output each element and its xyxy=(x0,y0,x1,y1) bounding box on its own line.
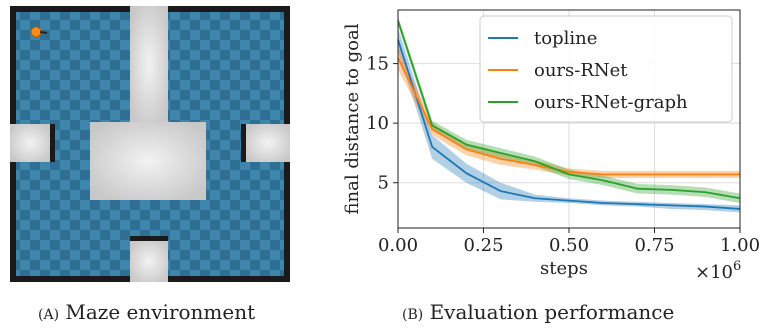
legend-label-ours-RNet: ours-RNet xyxy=(534,60,628,81)
legend-box xyxy=(479,15,733,123)
caption-maze: (A) Maze environment xyxy=(38,300,255,324)
y-tick-label-1: 10 xyxy=(366,113,389,134)
series-line-topline xyxy=(397,39,741,210)
maze-wall-right-edge xyxy=(241,124,246,162)
y-tick-label-2: 15 xyxy=(366,54,389,75)
maze-wall-right xyxy=(246,124,290,162)
y-axis-label: final distance to goal xyxy=(342,23,363,214)
series-line-ours-RNet-graph xyxy=(397,20,741,200)
caption-maze-text: Maze environment xyxy=(65,300,256,324)
x-axis-multiplier-exponent: 6 xyxy=(733,259,741,274)
x-axis-multiplier: ×106 xyxy=(695,259,741,283)
maze-wall-left-edge xyxy=(50,124,55,162)
caption-performance: (B) Evaluation performance xyxy=(402,300,674,324)
series-line-ours-RNet xyxy=(397,57,740,176)
agent-ball-icon xyxy=(30,26,42,38)
x-tick-label-2: 0.50 xyxy=(549,235,589,256)
x-tick-label-3: 0.75 xyxy=(634,235,674,256)
legend-label-topline: topline xyxy=(534,28,597,49)
maze-environment xyxy=(10,6,290,282)
x-tick-label-0: 0.00 xyxy=(378,235,418,256)
agent-direction-icon xyxy=(39,31,48,34)
maze-wall-bottom xyxy=(130,241,168,282)
performance-chart: 0.00 0.25 0.50 0.75 1.00 5 10 15 steps final dist… xyxy=(342,9,760,283)
x-tick-label-1: 0.25 xyxy=(463,235,503,256)
y-tick-label-0: 5 xyxy=(378,173,389,194)
maze-wall-top xyxy=(130,6,168,122)
legend-label-ours-RNet-graph: ours-RNet-graph xyxy=(534,92,688,113)
caption-performance-letter: (B) xyxy=(402,307,424,323)
x-axis-label: steps xyxy=(540,258,588,279)
caption-performance-text: Evaluation performance xyxy=(429,300,675,324)
x-tick-label-4: 1.00 xyxy=(720,235,760,256)
caption-maze-letter: (A) xyxy=(38,307,60,323)
maze-wall-left xyxy=(10,124,50,162)
maze-wall-bottom-edge xyxy=(130,236,168,241)
maze-wall-center xyxy=(90,122,206,200)
